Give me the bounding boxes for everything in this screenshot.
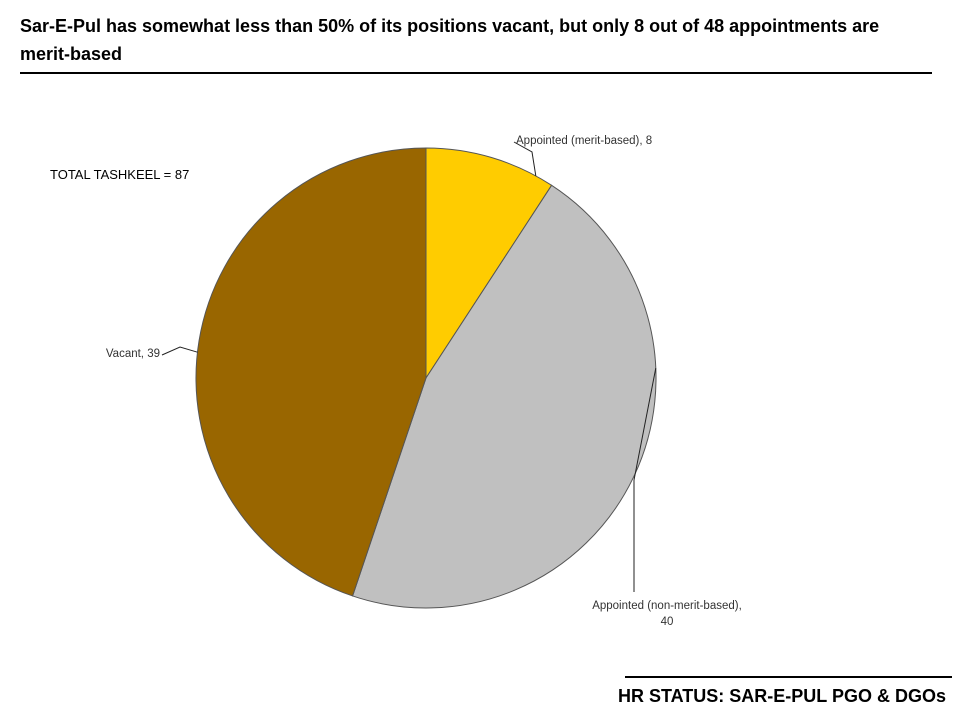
pie-slice [195,147,427,597]
leader-line [633,368,657,592]
leader-line [513,141,537,176]
data-label: Appointed (non-merit-based), 40 [592,600,742,628]
pie-slice [351,184,657,609]
footer-rule [625,676,952,678]
chart-title: Sar-E-Pul has somewhat less than 50% of … [20,16,880,64]
leader-line [161,346,198,356]
pie-slice [425,147,553,380]
annotation: TOTAL TASHKEEL = 87 [50,167,190,182]
footer: HR STATUS: SAR-E-PUL PGO & DGOs [617,686,946,706]
data-label: Appointed (merit-based), 8 [516,135,653,147]
data-label: Vacant, 39 [105,348,160,360]
title-rule [20,72,932,74]
